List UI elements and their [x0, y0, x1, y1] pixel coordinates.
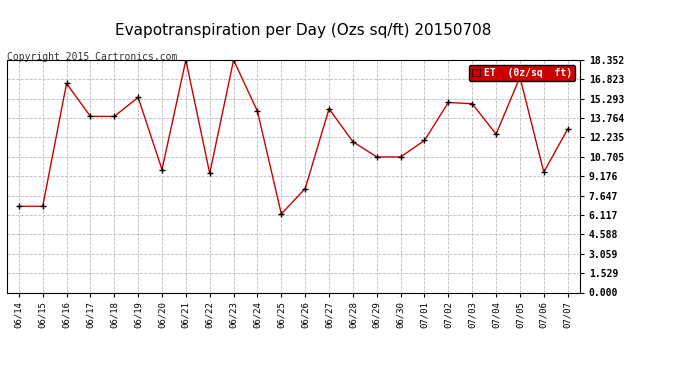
Text: Evapotranspiration per Day (Ozs sq/ft) 20150708: Evapotranspiration per Day (Ozs sq/ft) 2… [115, 22, 492, 38]
Legend: ET  (0z/sq  ft): ET (0z/sq ft) [469, 65, 575, 81]
Text: Copyright 2015 Cartronics.com: Copyright 2015 Cartronics.com [7, 53, 177, 63]
